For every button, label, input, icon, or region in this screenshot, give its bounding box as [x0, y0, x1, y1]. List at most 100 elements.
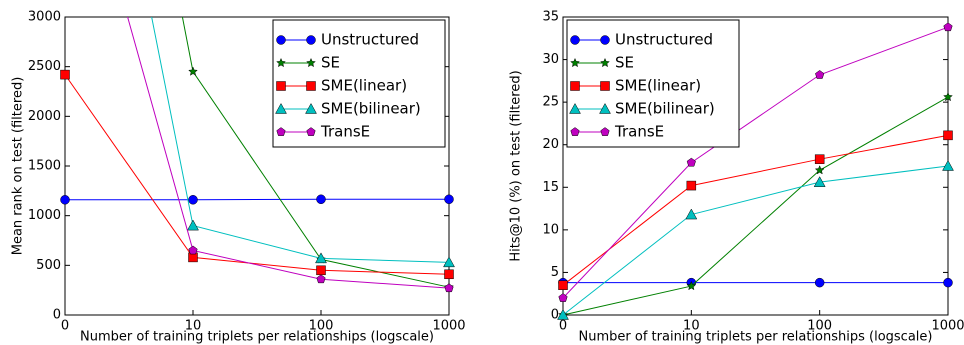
series-line: [151, 17, 450, 263]
legend-label: SME(bilinear): [615, 100, 715, 118]
marker: [942, 159, 954, 171]
marker: [600, 127, 610, 136]
marker: [306, 81, 316, 91]
y-tick-label: 25: [542, 95, 559, 110]
marker: [188, 245, 198, 255]
legend-label: TransE: [320, 123, 370, 141]
y-tick-label: 0: [53, 308, 61, 323]
marker: [557, 308, 569, 320]
marker: [570, 81, 580, 91]
y-tick-label: 20: [542, 137, 559, 152]
marker: [599, 102, 611, 114]
marker: [570, 57, 580, 68]
marker: [569, 102, 581, 114]
x-tick-label: 1000: [432, 319, 465, 334]
series-layer: [557, 22, 954, 320]
x-tick-label: 0: [61, 319, 69, 334]
marker: [306, 35, 316, 45]
x-tick-label: 10: [683, 319, 700, 334]
y-tick-label: 0: [551, 308, 559, 323]
marker: [570, 35, 580, 45]
marker: [558, 280, 568, 290]
marker: [443, 256, 455, 268]
series-line: [562, 165, 949, 316]
marker: [306, 127, 316, 136]
marker: [444, 283, 454, 293]
marker: [943, 91, 953, 102]
marker: [60, 69, 70, 80]
marker: [187, 219, 199, 231]
x-tick-label: 1000: [931, 319, 964, 334]
legend-label: Unstructured: [321, 31, 419, 49]
marker: [275, 102, 287, 114]
x-axis-label: Number of training triplets per relation…: [80, 330, 434, 345]
x-tick-label: 10: [185, 319, 202, 334]
marker: [444, 269, 454, 280]
series-line: [127, 17, 450, 289]
marker: [276, 35, 286, 45]
marker: [276, 127, 286, 136]
y-axis-label: Hits@10 (%) on test (filtered): [509, 70, 524, 261]
marker: [686, 180, 697, 191]
legend-box: [272, 19, 446, 148]
x-tick-label: 100: [807, 319, 832, 334]
marker: [276, 81, 286, 91]
marker: [685, 208, 698, 220]
y-tick-label: 5: [551, 265, 559, 280]
y-tick-label: 1000: [28, 208, 61, 223]
y-tick-label: 2500: [28, 59, 61, 74]
marker: [815, 70, 825, 79]
marker: [600, 81, 610, 91]
y-tick-label: 30: [542, 52, 559, 67]
legend-label: Unstructured: [615, 31, 713, 49]
series-line: [181, 17, 450, 288]
legend-label: SME(linear): [615, 77, 701, 95]
marker: [558, 293, 568, 302]
legend-label: SE: [321, 54, 340, 72]
y-tick-label: 1500: [28, 159, 61, 174]
legend-label: SME(linear): [321, 77, 407, 95]
series-line: [562, 134, 949, 286]
marker: [814, 165, 825, 175]
marker: [570, 127, 580, 136]
marker: [814, 277, 825, 288]
marker: [316, 194, 326, 205]
legend-box: [566, 19, 740, 148]
marker: [943, 22, 953, 32]
marker: [188, 66, 198, 76]
marker: [305, 102, 317, 114]
y-tick-label: 10: [542, 222, 559, 237]
marker: [813, 176, 826, 187]
marker: [686, 157, 696, 167]
marker: [686, 280, 697, 291]
marker: [943, 130, 953, 141]
series-layer: [60, 17, 455, 293]
marker: [315, 252, 327, 264]
y-tick-label: 2000: [28, 109, 61, 124]
marker: [60, 195, 70, 205]
x-tick-label: 0: [559, 319, 567, 334]
y-tick-label: 35: [542, 10, 559, 25]
marker: [600, 35, 610, 45]
marker: [600, 57, 610, 68]
legend-label: SME(bilinear): [321, 100, 421, 118]
marker: [943, 277, 953, 288]
marker: [276, 57, 286, 68]
series-line: [64, 74, 450, 275]
legend-label: TransE: [614, 123, 664, 141]
y-tick-label: 3000: [28, 10, 61, 25]
marker: [316, 274, 326, 284]
marker: [306, 57, 316, 68]
x-tick-label: 100: [309, 319, 334, 334]
series-line: [562, 96, 949, 316]
marker: [814, 154, 825, 164]
marker: [316, 265, 326, 276]
y-axis-label: Mean rank on test (filtered): [11, 77, 26, 256]
marker: [188, 195, 198, 205]
marker: [444, 194, 454, 205]
legend-label: SE: [615, 54, 634, 72]
series-line: [562, 26, 949, 299]
x-axis-label: Number of training triplets per relation…: [579, 330, 933, 345]
y-tick-label: 15: [542, 180, 559, 195]
